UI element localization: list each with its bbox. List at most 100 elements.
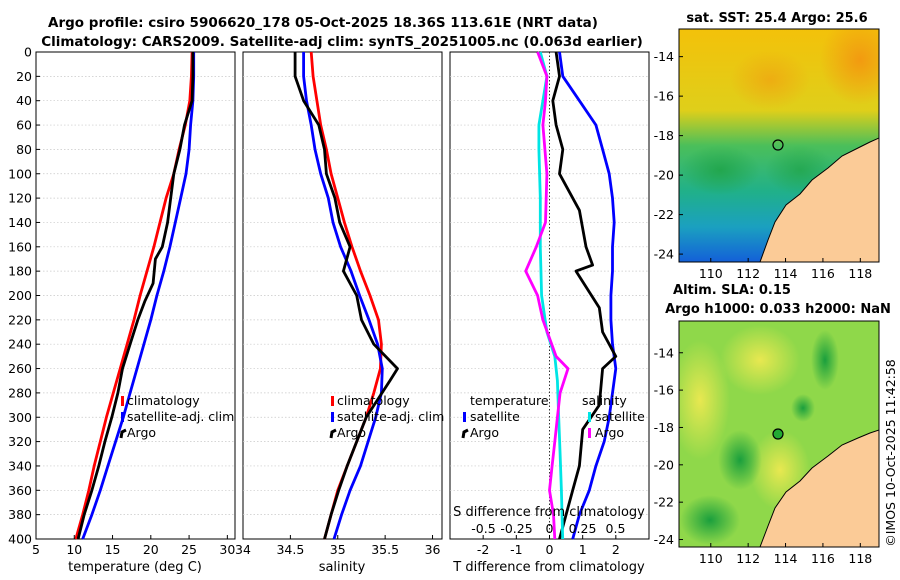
y-tick-label: 40 [16, 93, 32, 108]
series-s-argo [524, 51, 570, 540]
series-argo [293, 52, 399, 540]
legend-salinity-title: salinity [582, 393, 627, 408]
x-tick-label: 34 [235, 542, 251, 557]
map-y-tick-label: -14 [654, 49, 674, 64]
y-tick-label: 200 [8, 288, 32, 303]
map-x-tick-label: 110 [699, 551, 723, 566]
temperature-legend: climatology satellite-adj. clim Argo [119, 393, 234, 440]
map-x-tick-label: 116 [811, 551, 835, 566]
legend-s-argo-swatch [588, 428, 591, 438]
legend-satellite-swatch [331, 412, 334, 422]
map-x-tick-label: 112 [736, 551, 760, 566]
sst-map-title: sat. SST: 25.4 Argo: 25.6 [686, 11, 867, 26]
legend-t-satellite-label: satellite [470, 409, 520, 424]
sla-map-frame [678, 320, 880, 548]
sst-heatmap [679, 29, 879, 262]
legend-satellite-label: satellite-adj. clim [337, 409, 444, 424]
figure-title-line1: Argo profile: csiro 5906620_178 05-Oct-2… [48, 15, 598, 31]
salinity-legend: climatology satellite-adj. clim Argo [329, 393, 444, 440]
series-argo [76, 52, 195, 540]
salinity-xlabel: salinity [319, 560, 366, 575]
legend-argo-swatch [119, 428, 127, 439]
map-y-tick-label: -14 [654, 345, 674, 360]
y-tick-label: 280 [8, 385, 32, 400]
x-tick-label: 15 [105, 542, 121, 557]
map-y-tick-label: -18 [654, 128, 674, 143]
figure-title-line2: Climatology: CARS2009. Satellite-adj cli… [41, 34, 643, 50]
legend-temperature-title: temperature [470, 393, 549, 408]
legend-s-argo-label: Argo [595, 425, 624, 440]
legend-t-argo-label: Argo [470, 425, 499, 440]
legend-climatology-swatch [121, 396, 124, 406]
y-tick-label: 0 [24, 45, 32, 60]
y-tick-label: 380 [8, 507, 32, 522]
sla-map-title-line1: Altim. SLA: 0.15 [673, 283, 791, 298]
legend-s-satellite-label: satellite [595, 409, 645, 424]
map-y-tick-label: -22 [654, 495, 674, 510]
x-tick-label: 0 [546, 542, 554, 557]
x-tick-label: 25 [181, 542, 197, 557]
imos-timestamp: ©IMOS 10-Oct-2025 11:42:58 [883, 359, 898, 547]
map-y-tick-label: -16 [654, 383, 674, 398]
series-t-argo [551, 51, 618, 540]
sst-map-panel: sat. SST: 25.4 Argo: 25.6 110 112 114 116 11… [654, 11, 880, 281]
legend-argo-swatch [329, 428, 337, 439]
x-tick-label: 35.5 [371, 542, 399, 557]
sla-map-title-line2: Argo h1000: 0.033 h2000: NaN [665, 302, 891, 317]
x-tick-label: 30 [219, 542, 235, 557]
x-tick-label: 2 [612, 542, 620, 557]
legend-satellite-label: satellite-adj. clim [127, 409, 234, 424]
x-tick-label: 10 [66, 542, 82, 557]
x-tick-label: -1 [510, 542, 522, 557]
x-tick-label: 20 [143, 542, 159, 557]
s-diff-tick-label: 0.5 [606, 521, 626, 536]
y-tick-label: 300 [8, 410, 32, 425]
land-mass [759, 137, 879, 262]
map-x-tick-label: 114 [774, 551, 798, 566]
map-y-tick-label: -20 [654, 168, 674, 183]
y-tick-label: 160 [8, 239, 32, 254]
map-y-tick-label: -24 [654, 247, 674, 262]
map-x-tick-label: 112 [736, 266, 760, 281]
map-y-tick-label: -20 [654, 457, 674, 472]
map-y-tick-label: -24 [654, 532, 674, 547]
legend-t-argo-swatch [461, 428, 469, 439]
y-tick-label: 140 [8, 215, 32, 230]
legend-satellite-swatch [121, 412, 124, 422]
x-tick-label: 36 [425, 542, 441, 557]
legend-argo-label: Argo [337, 425, 366, 440]
sla-map-panel: Altim. SLA: 0.15 Argo h1000: 0.033 h2000… [654, 283, 891, 566]
map-x-tick-label: 110 [699, 266, 723, 281]
legend-t-satellite-swatch [463, 412, 466, 422]
argo-marker [772, 139, 784, 151]
series-s-satellite [537, 51, 565, 540]
legend-climatology-label: climatology [337, 393, 410, 408]
x-tick-label: 34.5 [276, 542, 304, 557]
s-diff-tick-label: 0 [546, 521, 554, 536]
legend-s-satellite-swatch [588, 412, 591, 422]
salinity-panel: 34 34.5 35 35.5 36 salinity climatology sate… [235, 51, 444, 575]
y-tick-label: 220 [8, 312, 32, 327]
x-tick-label: -2 [477, 542, 489, 557]
y-tick-label: 20 [16, 69, 32, 84]
difference-xlabel-top: S difference from climatology [453, 505, 645, 520]
y-tick-label: 180 [8, 264, 32, 279]
legend-climatology-label: climatology [127, 393, 200, 408]
map-y-tick-label: -16 [654, 89, 674, 104]
map-y-tick-label: -18 [654, 420, 674, 435]
y-tick-label: 240 [8, 337, 32, 352]
y-tick-label: 80 [16, 142, 32, 157]
map-x-tick-label: 118 [848, 551, 872, 566]
difference-xlabel: T difference from climatology [452, 560, 645, 575]
y-tick-label: 120 [8, 191, 32, 206]
y-tick-label: 100 [8, 166, 32, 181]
s-diff-tick-label: -0.5 [471, 521, 495, 536]
map-y-tick-label: -22 [654, 207, 674, 222]
x-tick-label: 35 [330, 542, 346, 557]
s-diff-tick-label: 0.25 [569, 521, 597, 536]
series-satellite-adj-clim [81, 52, 196, 540]
land-mass [759, 429, 879, 547]
x-tick-label: 1 [579, 542, 587, 557]
argo-marker [772, 428, 784, 440]
